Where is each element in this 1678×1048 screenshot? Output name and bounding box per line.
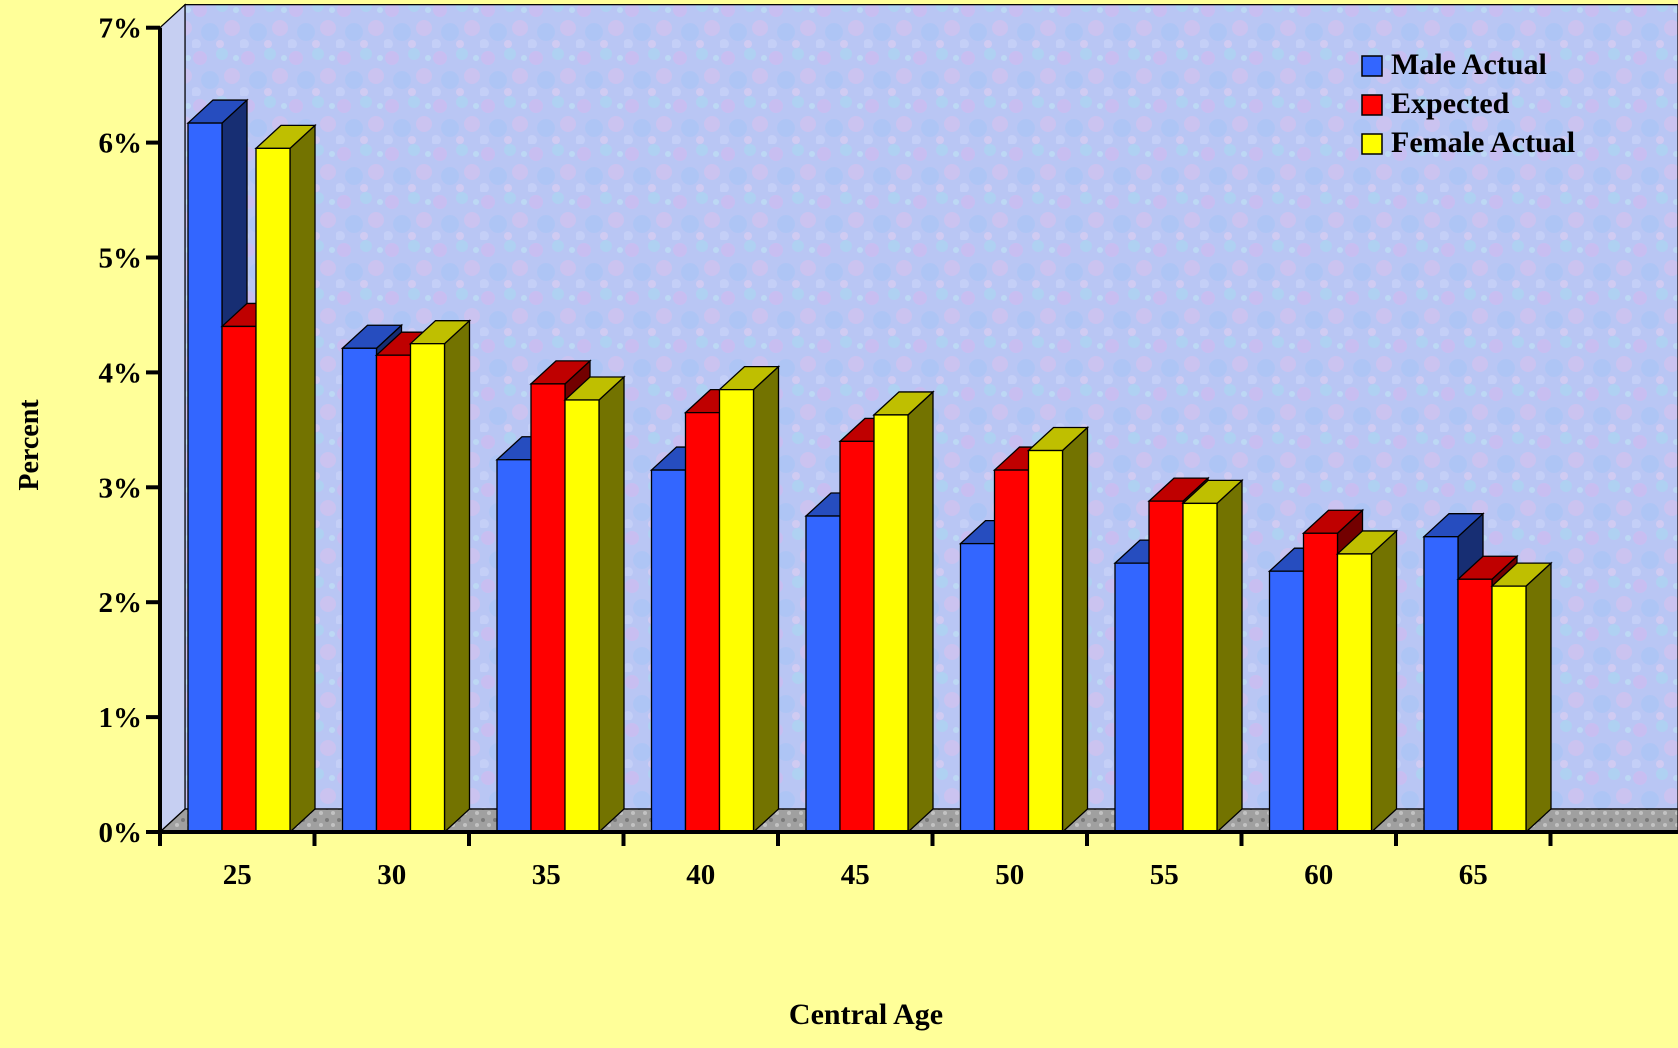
- x-tick-label: 30: [377, 859, 406, 891]
- bar-front: [1304, 533, 1338, 832]
- x-tick-label: 60: [1304, 859, 1333, 891]
- bar-front: [222, 326, 256, 832]
- y-tick-label: 4%: [99, 357, 143, 389]
- bar-female-actual-65: [1492, 563, 1551, 832]
- bar-front: [188, 123, 222, 832]
- y-tick-label: 0%: [99, 817, 143, 849]
- x-axis-label: Central Age: [789, 998, 943, 1031]
- bar-side: [1217, 480, 1242, 832]
- bar-side: [1372, 531, 1397, 832]
- bar-front: [377, 355, 411, 832]
- bar-front: [565, 400, 599, 832]
- x-tick-label: 45: [841, 859, 870, 891]
- bar-side: [290, 125, 315, 832]
- bar-front: [1338, 554, 1372, 832]
- y-tick-label: 3%: [99, 472, 143, 504]
- bar-front: [961, 544, 995, 832]
- chart-side-wall: [160, 5, 185, 832]
- bar-front: [652, 470, 686, 832]
- bar-female-actual-60: [1338, 531, 1397, 832]
- bar-front: [995, 470, 1029, 832]
- bar-front: [1424, 537, 1458, 832]
- bar-front: [874, 415, 908, 832]
- y-tick-label: 1%: [99, 702, 143, 734]
- legend-swatch: [1362, 95, 1382, 115]
- y-axis-label: Percent: [14, 399, 45, 491]
- bar-front: [1115, 563, 1149, 832]
- bar-female-actual-35: [565, 377, 624, 832]
- bar-side: [754, 367, 779, 832]
- bar-front: [806, 516, 840, 832]
- bar-front: [1183, 503, 1217, 832]
- y-tick-label: 7%: [99, 13, 143, 45]
- x-tick-label: 65: [1459, 859, 1488, 891]
- x-tick-label: 35: [532, 859, 561, 891]
- bar-front: [531, 384, 565, 832]
- legend-item: Female Actual: [1362, 126, 1575, 159]
- bar-front: [1029, 451, 1063, 832]
- x-tick-label: 55: [1150, 859, 1179, 891]
- bar-side: [1526, 563, 1551, 832]
- bar-female-actual-50: [1029, 428, 1088, 832]
- bar-front: [1492, 586, 1526, 832]
- bar-front: [840, 441, 874, 832]
- x-tick-label: 25: [223, 859, 252, 891]
- bar-front: [686, 413, 720, 832]
- y-tick-label: 6%: [99, 128, 143, 160]
- y-tick-label: 5%: [99, 243, 143, 275]
- legend-label: Male Actual: [1391, 48, 1547, 81]
- bar-side: [1063, 428, 1088, 832]
- bar-female-actual-55: [1183, 480, 1242, 832]
- bar-front: [343, 348, 377, 832]
- bar-front: [720, 390, 754, 832]
- bar-front: [256, 148, 290, 832]
- bar-female-actual-45: [874, 392, 933, 832]
- bar-front: [1458, 579, 1492, 832]
- bar-side: [599, 377, 624, 832]
- legend-label: Female Actual: [1391, 126, 1575, 159]
- bar-female-actual-30: [411, 321, 470, 832]
- bar-front: [497, 460, 531, 832]
- bar-front: [1149, 501, 1183, 832]
- bar-side: [445, 321, 470, 832]
- bar-female-actual-25: [256, 125, 315, 832]
- bar-side: [908, 392, 933, 832]
- legend-swatch: [1362, 56, 1382, 76]
- legend-label: Expected: [1391, 87, 1510, 120]
- bar-front: [411, 344, 445, 832]
- legend-swatch: [1362, 134, 1382, 154]
- bar-female-actual-40: [720, 367, 779, 832]
- y-tick-label: 2%: [99, 587, 143, 619]
- x-tick-label: 40: [686, 859, 715, 891]
- x-tick-label: 50: [995, 859, 1024, 891]
- bar-front: [1270, 571, 1304, 832]
